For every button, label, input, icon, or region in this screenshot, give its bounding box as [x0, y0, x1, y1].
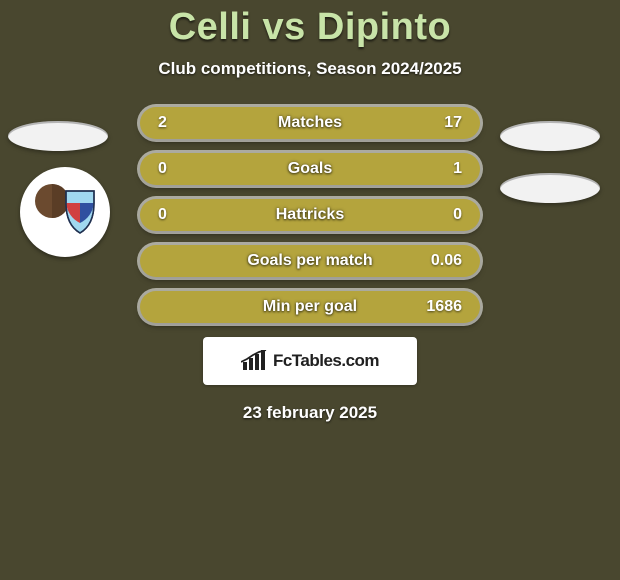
stat-label: Goals	[140, 160, 480, 178]
player1-name: Celli	[169, 6, 252, 48]
comparison-stage: 2 Matches 17 0 Goals 1 0 Hattricks 0 Goa…	[0, 107, 620, 423]
stat-bar-hattricks: 0 Hattricks 0	[140, 199, 480, 231]
stat-left-value: 0	[158, 206, 167, 224]
right-badge-ellipse-1	[500, 121, 600, 151]
stat-label: Matches	[140, 114, 480, 132]
stat-left-value: 2	[158, 114, 167, 132]
stat-label: Hattricks	[140, 206, 480, 224]
source-signature[interactable]: FcTables.com	[203, 337, 417, 385]
stat-left-value: 0	[158, 160, 167, 178]
stat-right-value: 1	[453, 160, 462, 178]
stat-bars: 2 Matches 17 0 Goals 1 0 Hattricks 0 Goa…	[140, 107, 480, 323]
vs-text: vs	[263, 6, 306, 48]
stat-bar-matches: 2 Matches 17	[140, 107, 480, 139]
stat-bar-goals: 0 Goals 1	[140, 153, 480, 185]
stat-label: Goals per match	[140, 252, 480, 270]
right-badge-ellipse-2	[500, 173, 600, 203]
date-text: 23 february 2025	[0, 403, 620, 423]
left-badge-ellipse	[8, 121, 108, 151]
stat-bar-mpg: Min per goal 1686	[140, 291, 480, 323]
player2-name: Dipinto	[317, 6, 451, 48]
stat-right-value: 17	[444, 114, 462, 132]
stat-right-value: 1686	[426, 298, 462, 316]
catania-crest-icon	[30, 177, 100, 247]
club-logo	[20, 167, 110, 257]
stat-bar-gpm: Goals per match 0.06	[140, 245, 480, 277]
subtitle: Club competitions, Season 2024/2025	[0, 59, 620, 79]
stat-right-value: 0	[453, 206, 462, 224]
page-title: Celli vs Dipinto	[0, 0, 620, 49]
stat-right-value: 0.06	[431, 252, 462, 270]
bar-chart-icon	[241, 350, 267, 372]
signature-text: FcTables.com	[273, 351, 379, 371]
